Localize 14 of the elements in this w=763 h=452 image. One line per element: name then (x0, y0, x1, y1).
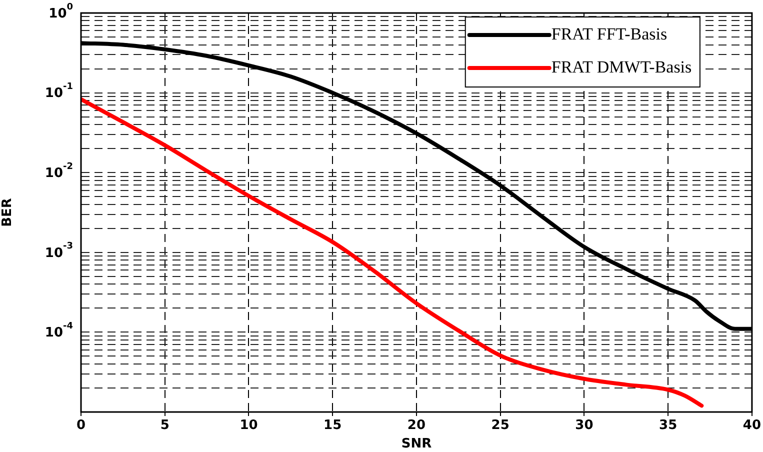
x-tick-label: 10 (240, 418, 258, 434)
x-tick-label: 30 (575, 418, 594, 434)
x-axis-title: SNR (401, 436, 432, 452)
line-series (81, 97, 704, 408)
x-tick-label: 20 (407, 418, 426, 434)
x-tick-label: 35 (659, 418, 678, 434)
x-tick-label: 40 (742, 418, 761, 434)
x-tick-label: 0 (76, 418, 86, 434)
x-tick-label: 5 (160, 418, 170, 434)
y-axis-title: BER (0, 198, 16, 227)
legend-label: FRAT FFT-Basis (551, 24, 668, 44)
x-tick-label: 25 (491, 418, 510, 434)
legend-label: FRAT DMWT-Basis (551, 57, 692, 76)
x-tick-label: 15 (324, 418, 342, 434)
